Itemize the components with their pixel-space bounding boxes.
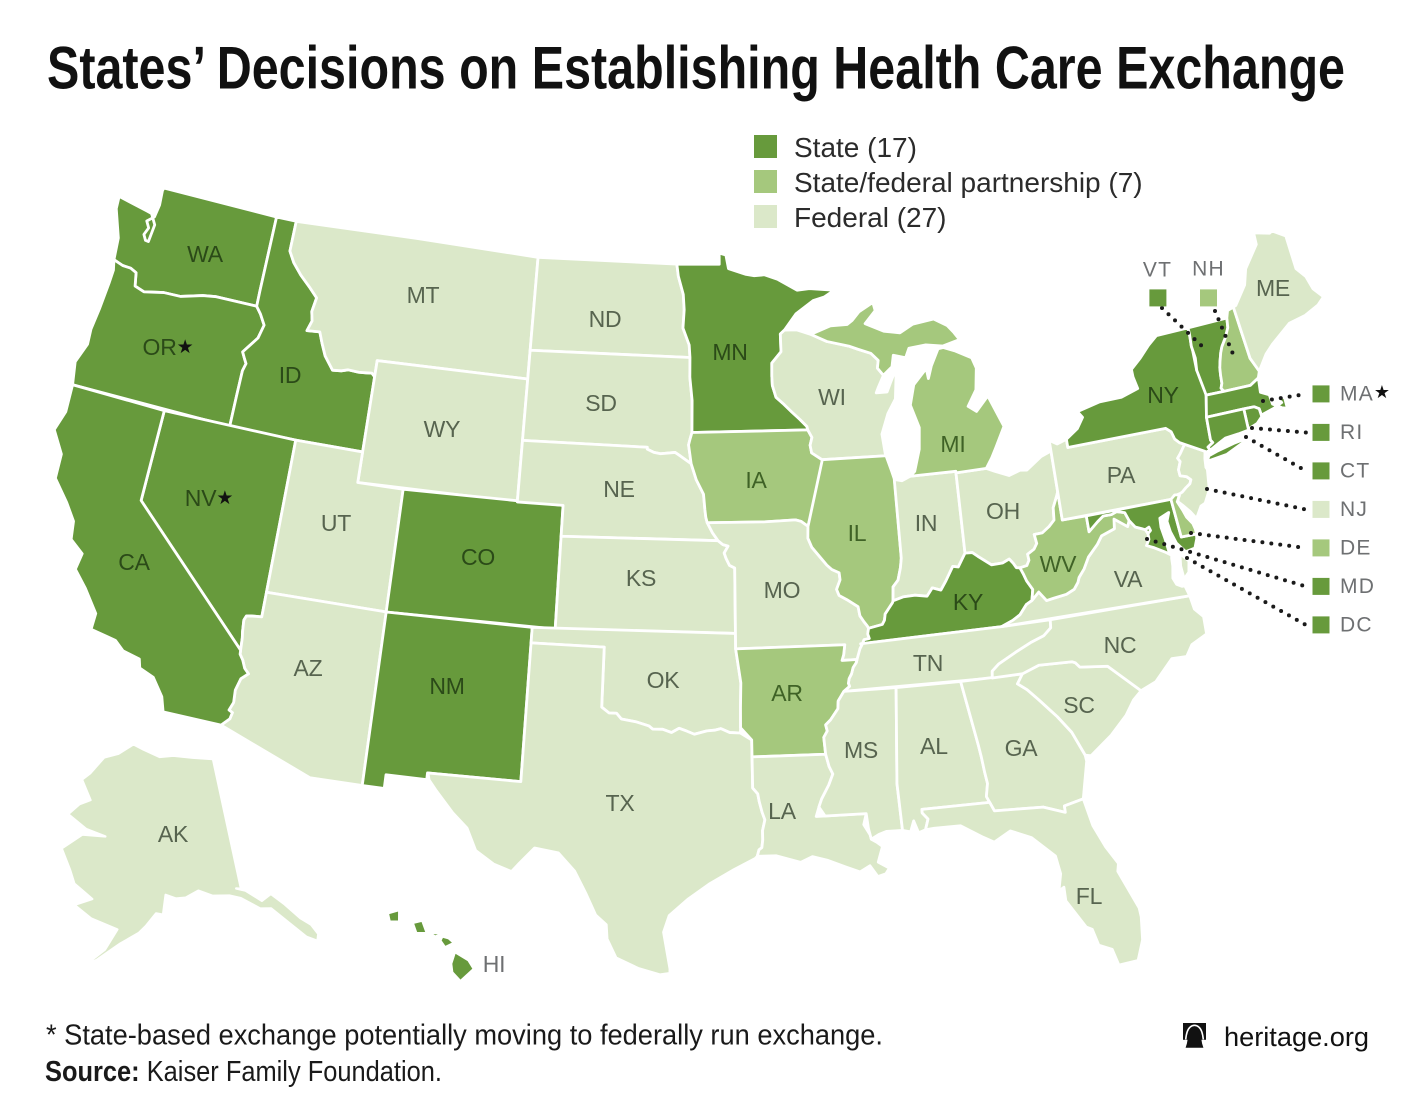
svg-text:OK: OK: [647, 667, 681, 693]
svg-text:Source: Kaiser Family Foundati: Source: Kaiser Family Foundation.: [45, 1056, 442, 1088]
svg-text:SD: SD: [585, 390, 617, 416]
svg-text:WY: WY: [424, 416, 461, 442]
svg-text:AK: AK: [158, 821, 189, 847]
svg-text:IL: IL: [848, 520, 867, 546]
svg-text:NY: NY: [1147, 382, 1179, 408]
svg-text:WV: WV: [1040, 551, 1078, 577]
svg-text:KS: KS: [626, 565, 656, 591]
svg-text:ME: ME: [1256, 275, 1290, 301]
svg-text:CA: CA: [118, 549, 150, 575]
svg-text:TN: TN: [913, 650, 943, 676]
svg-text:FL: FL: [1076, 883, 1103, 909]
svg-text:Federal (27): Federal (27): [794, 202, 947, 233]
svg-text:GA: GA: [1005, 735, 1039, 761]
svg-text:MO: MO: [764, 577, 801, 603]
svg-text:NJ: NJ: [1340, 498, 1368, 521]
svg-text:DE: DE: [1340, 536, 1372, 559]
svg-text:NC: NC: [1104, 632, 1137, 658]
svg-text:WA: WA: [187, 241, 224, 267]
svg-text:CT: CT: [1340, 459, 1370, 482]
svg-text:AR: AR: [771, 680, 803, 706]
svg-text:NV★: NV★: [185, 485, 233, 511]
svg-text:LA: LA: [768, 798, 797, 824]
svg-text:MN: MN: [712, 339, 747, 365]
svg-text:AZ: AZ: [294, 655, 323, 681]
svg-text:States’ Decisions on Establish: States’ Decisions on Establishing Health…: [47, 35, 1345, 102]
svg-text:IA: IA: [745, 467, 767, 493]
svg-text:* State-based exchange potenti: * State-based exchange potentially movin…: [46, 1020, 883, 1052]
svg-text:WI: WI: [818, 384, 846, 410]
svg-text:MS: MS: [844, 737, 878, 763]
svg-text:CO: CO: [461, 544, 495, 570]
svg-text:VT: VT: [1143, 259, 1172, 282]
svg-text:MT: MT: [407, 282, 440, 308]
svg-text:OH: OH: [986, 498, 1020, 524]
svg-text:NE: NE: [603, 476, 635, 502]
svg-text:DC: DC: [1340, 613, 1373, 636]
svg-text:MA★: MA★: [1340, 382, 1391, 406]
svg-text:MD: MD: [1340, 575, 1375, 598]
svg-text:RI: RI: [1340, 421, 1363, 444]
svg-text:NM: NM: [429, 673, 464, 699]
svg-text:KY: KY: [953, 589, 983, 615]
svg-text:PA: PA: [1107, 462, 1136, 488]
svg-text:TX: TX: [606, 790, 635, 816]
svg-text:State (17): State (17): [794, 132, 917, 163]
svg-text:NH: NH: [1192, 258, 1225, 281]
svg-text:SC: SC: [1063, 692, 1095, 718]
svg-text:AL: AL: [920, 733, 948, 759]
svg-text:VA: VA: [1114, 566, 1143, 592]
svg-text:heritage.org: heritage.org: [1224, 1022, 1369, 1052]
svg-text:ND: ND: [589, 306, 622, 332]
svg-text:MI: MI: [940, 431, 965, 457]
svg-text:UT: UT: [321, 510, 351, 536]
svg-text:State/federal partnership (7): State/federal partnership (7): [794, 167, 1143, 198]
svg-text:IN: IN: [915, 510, 938, 536]
svg-text:ID: ID: [279, 362, 302, 388]
svg-text:HI: HI: [483, 951, 506, 977]
svg-text:OR★: OR★: [143, 334, 194, 360]
